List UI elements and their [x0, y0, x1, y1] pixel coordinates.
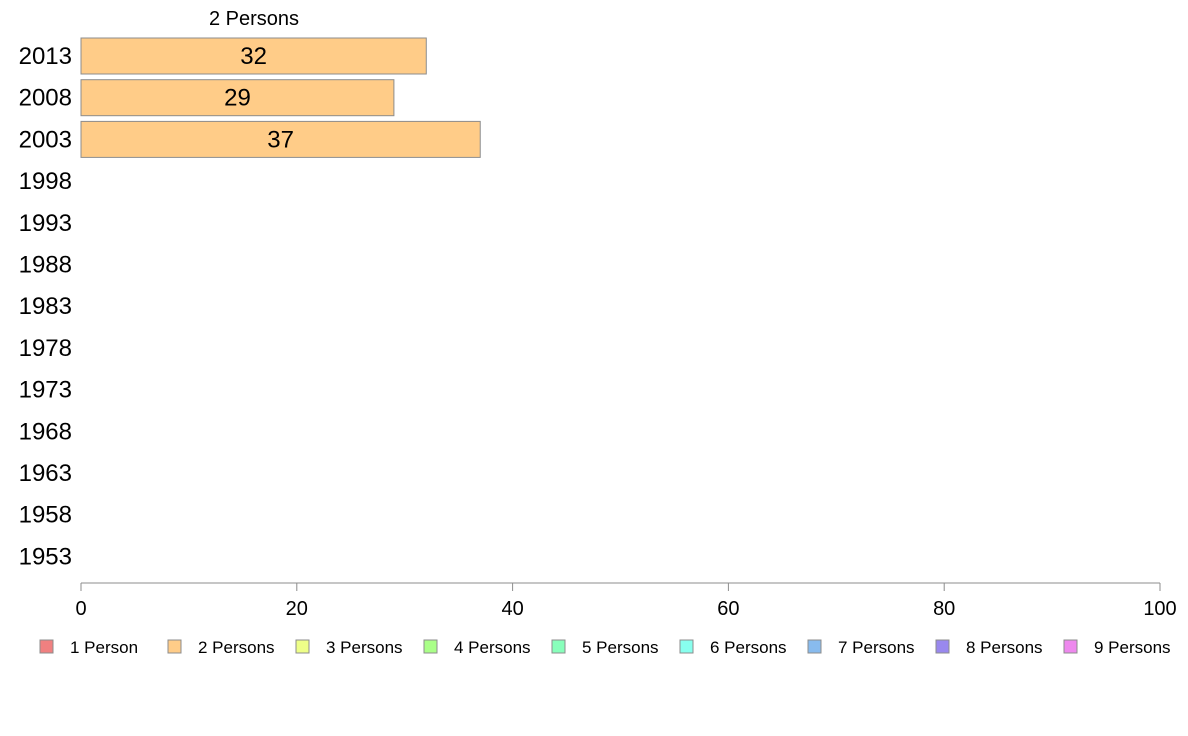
x-tick-label-20: 20	[286, 598, 308, 620]
legend-swatch	[295, 639, 310, 654]
y-axis-tick-labels: 2013 2008 2003 1998 1993 1988 1983 1978 1973 1968…	[19, 43, 72, 570]
bar-value-label-2013: 32	[240, 43, 267, 70]
legend-label: 9 Persons	[1094, 638, 1171, 657]
y-tick-label-1998: 1998	[19, 168, 72, 195]
series-title: 2 Persons	[209, 8, 299, 30]
legend-item-6-persons[interactable]: 6 Persons	[679, 638, 787, 657]
y-tick-label-1968: 1968	[19, 418, 72, 445]
legend-item-9-persons[interactable]: 9 Persons	[1063, 638, 1171, 657]
legend-swatch	[935, 639, 950, 654]
y-tick-label-1983: 1983	[19, 293, 72, 320]
legend-label: 3 Persons	[326, 638, 403, 657]
legend-label: 6 Persons	[710, 638, 787, 657]
y-tick-label-2013: 2013	[19, 43, 72, 70]
x-tick-label-80: 80	[933, 598, 955, 620]
bars: 32 29 37	[80, 37, 481, 158]
y-tick-label-1993: 1993	[19, 210, 72, 237]
x-tick-label-40: 40	[501, 598, 523, 620]
x-tick-label-60: 60	[717, 598, 739, 620]
bar-2003[interactable]	[80, 120, 481, 158]
legend-item-7-persons[interactable]: 7 Persons	[807, 638, 915, 657]
legend-label: 5 Persons	[582, 638, 659, 657]
legend-swatch	[1063, 639, 1078, 654]
bar-value-label-2008: 29	[224, 85, 251, 112]
y-tick-label-1958: 1958	[19, 502, 72, 529]
y-tick-label-2008: 2008	[19, 85, 72, 112]
legend-swatch	[423, 639, 438, 654]
legend-item-2-persons[interactable]: 2 Persons	[167, 638, 275, 657]
legend-item-3-persons[interactable]: 3 Persons	[295, 638, 403, 657]
legend-label: 7 Persons	[838, 638, 915, 657]
legend-swatch	[679, 639, 694, 654]
y-tick-label-1978: 1978	[19, 335, 72, 362]
legend-item-4-persons[interactable]: 4 Persons	[423, 638, 531, 657]
bar-2013[interactable]	[80, 37, 427, 75]
legend-item-5-persons[interactable]: 5 Persons	[551, 638, 659, 657]
x-tick-label-100: 100	[1143, 598, 1176, 620]
x-tick-label-0: 0	[75, 598, 86, 620]
legend-label: 4 Persons	[454, 638, 531, 657]
y-tick-label-1953: 1953	[19, 543, 72, 570]
legend-item-1-person[interactable]: 1 Person	[39, 638, 138, 657]
legend-label: 1 Person	[70, 638, 138, 657]
bar-value-label-2003: 37	[267, 126, 294, 153]
legend-swatch	[807, 639, 822, 654]
y-tick-label-2003: 2003	[19, 126, 72, 153]
x-axis: 0 20 40 60 80 100	[75, 582, 1177, 620]
legend-swatch	[551, 639, 566, 654]
legend-swatch	[167, 639, 182, 654]
legend-item-8-persons[interactable]: 8 Persons	[935, 638, 1043, 657]
legend-label: 8 Persons	[966, 638, 1043, 657]
y-tick-label-1973: 1973	[19, 377, 72, 404]
y-tick-label-1988: 1988	[19, 252, 72, 279]
legend[interactable]: 1 Person 2 Persons 3 Persons 4 Persons 5 Per…	[39, 638, 1171, 657]
y-tick-label-1963: 1963	[19, 460, 72, 487]
legend-swatch	[39, 639, 54, 654]
bar-2008[interactable]	[80, 79, 395, 117]
legend-label: 2 Persons	[198, 638, 275, 657]
